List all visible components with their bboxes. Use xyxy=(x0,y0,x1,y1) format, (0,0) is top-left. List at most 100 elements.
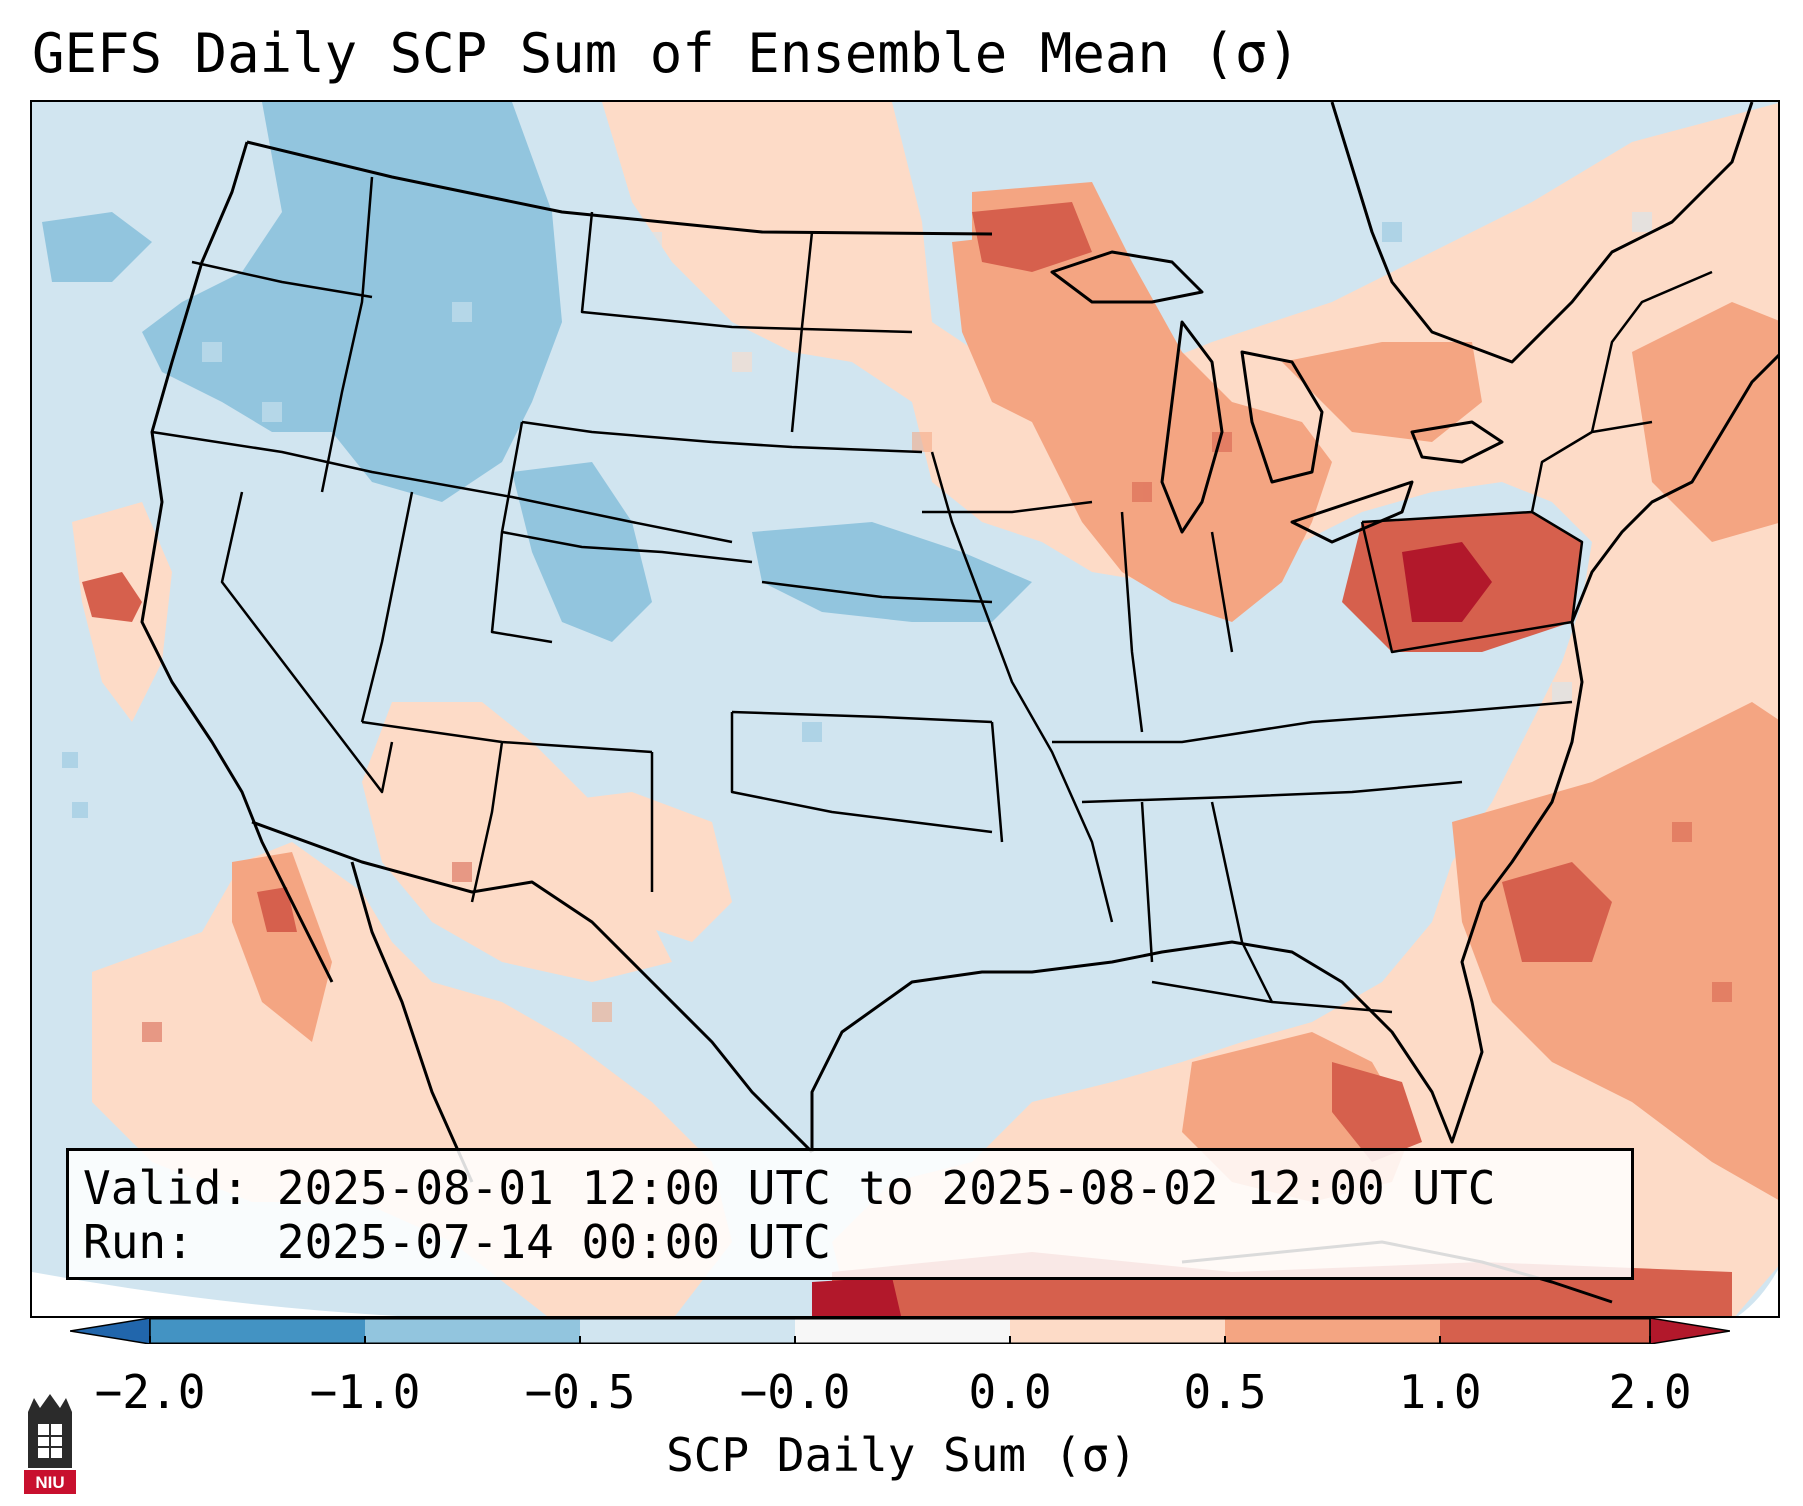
texture-cell xyxy=(732,352,752,372)
texture-cell xyxy=(802,722,822,742)
state-line-va-nc xyxy=(1451,700,1573,714)
texture-cell xyxy=(1132,482,1152,502)
texture-cell xyxy=(72,802,88,818)
west-coast-line xyxy=(140,141,334,983)
anomaly-region-baja xyxy=(232,852,332,1042)
east-coast-line xyxy=(1570,353,1778,623)
colorbar-tick-label: 2.0 xyxy=(1608,1365,1692,1419)
colorbar xyxy=(70,1318,1730,1344)
colorbar-extend-low xyxy=(70,1318,151,1344)
state-line-ut-wy xyxy=(490,421,553,644)
colorbar-bin xyxy=(580,1318,795,1344)
anomaly-region-nm xyxy=(552,792,732,942)
texture-cell xyxy=(1382,222,1402,242)
anomaly-region-great-lakes-east xyxy=(1282,342,1482,442)
state-line-mt-dakotas xyxy=(580,211,913,334)
state-line-tx-panhandle xyxy=(730,712,993,834)
colorbar-bin xyxy=(795,1318,1010,1344)
state-line-mt-wy xyxy=(521,420,713,444)
anomaly-region-baja-core xyxy=(257,887,297,932)
state-line-ky-tn xyxy=(1052,710,1453,744)
state-line-ks-ok xyxy=(731,710,993,724)
state-line-mississippi-river xyxy=(930,451,1114,923)
great-lakes-erie xyxy=(1290,480,1414,544)
colorbar-label: SCP Daily Sum (σ) xyxy=(666,1428,1137,1482)
anomaly-region-four-corners xyxy=(362,702,672,982)
anomaly-region-kansas xyxy=(752,522,1032,622)
texture-cell xyxy=(452,302,472,322)
state-line-sd-ne xyxy=(711,440,923,454)
baja-peninsula xyxy=(350,861,474,1183)
texture-cell xyxy=(1632,212,1652,232)
state-line-ga-fl xyxy=(1151,980,1393,1014)
anomaly-region-superior xyxy=(972,202,1092,272)
texture-cell xyxy=(62,752,78,768)
state-line-new-england xyxy=(1590,270,1713,433)
map-svg xyxy=(32,102,1778,1316)
state-line-il-in xyxy=(1120,511,1144,733)
logo-banner xyxy=(24,1470,76,1494)
us-canada-border xyxy=(246,140,993,236)
anomaly-region-colorado xyxy=(512,462,652,642)
colorbar-bin xyxy=(1440,1318,1650,1344)
run-value: 2025-07-14 00:00 UTC xyxy=(276,1215,831,1269)
great-lakes-michigan xyxy=(1160,320,1224,534)
texture-cell xyxy=(642,232,662,252)
map-panel xyxy=(30,100,1780,1318)
boundary-lines xyxy=(140,102,1778,1304)
state-line-ny-nj xyxy=(1530,420,1653,513)
valid-label: Valid: xyxy=(83,1161,250,1215)
colorbar-tick-label: −0.0 xyxy=(739,1365,851,1419)
great-lakes-huron xyxy=(1240,350,1324,484)
anomaly-region-pacific-nw xyxy=(42,212,152,282)
gulf-coast-line xyxy=(810,621,1584,1152)
run-label: Run: xyxy=(83,1215,194,1269)
anomaly-region-north-central xyxy=(602,102,1778,1316)
colorbar-bin xyxy=(365,1318,580,1344)
state-boundaries xyxy=(151,176,1713,1014)
colorbar-bin xyxy=(1010,1318,1225,1344)
state-line-ia-mo xyxy=(922,500,1093,514)
anomaly-region-atlantic-core xyxy=(1502,862,1612,962)
great-lakes-ontario xyxy=(1410,420,1504,464)
validity-info-box: Valid: 2025-08-01 12:00 UTC to 2025-08-0… xyxy=(66,1148,1634,1280)
state-line-idaho-west xyxy=(320,176,374,493)
colorbar-tick-label: −0.5 xyxy=(524,1365,636,1419)
anomaly-region-new-england xyxy=(1632,302,1778,542)
state-line-nv-ut xyxy=(360,491,414,723)
state-line-or-ca xyxy=(151,430,733,544)
us-mexico-border xyxy=(251,820,814,1154)
anomaly-region-florida-core xyxy=(1332,1062,1422,1162)
valid-value: 2025-08-01 12:00 UTC to 2025-08-02 12:00… xyxy=(276,1161,1496,1215)
state-line-nd-mn xyxy=(790,231,814,433)
state-line-wa-or xyxy=(191,260,373,299)
state-line-tn-south xyxy=(1081,780,1463,804)
colorbar-tick-label: 0.5 xyxy=(1183,1365,1267,1419)
niu-logo: NIU xyxy=(24,1394,76,1494)
state-line-pa xyxy=(1360,510,1584,654)
grid-texture-layer xyxy=(62,212,1732,1042)
state-line-ok-ar xyxy=(990,721,1004,843)
colorbar-extend-high xyxy=(1649,1318,1730,1344)
state-line-al-ga xyxy=(1210,801,1274,1003)
chart-title: GEFS Daily SCP Sum of Ensemble Mean (σ) xyxy=(32,22,1300,85)
map-outside-projection xyxy=(32,1272,398,1316)
state-line-az-nm xyxy=(470,741,504,903)
state-line-ne-ks xyxy=(761,580,993,604)
state-line-wy-co xyxy=(501,530,753,564)
great-lakes-superior xyxy=(1050,250,1204,304)
logo-text: NIU xyxy=(35,1473,64,1492)
colorbar-bin xyxy=(1225,1318,1440,1344)
colorbar-tick-label: 1.0 xyxy=(1398,1365,1482,1419)
texture-cell xyxy=(202,342,222,362)
texture-cell xyxy=(1672,822,1692,842)
texture-cell xyxy=(452,862,472,882)
negative-anomaly-layer xyxy=(42,102,1032,642)
texture-cell xyxy=(1712,982,1732,1002)
colorbar-tick-label: −2.0 xyxy=(94,1365,206,1419)
state-line-nevada xyxy=(220,491,394,794)
colorbar-border xyxy=(149,1318,1651,1344)
colorbar-bin xyxy=(150,1318,365,1344)
texture-cell xyxy=(592,1002,612,1022)
colorbar-tick-label: 0.0 xyxy=(968,1365,1052,1419)
